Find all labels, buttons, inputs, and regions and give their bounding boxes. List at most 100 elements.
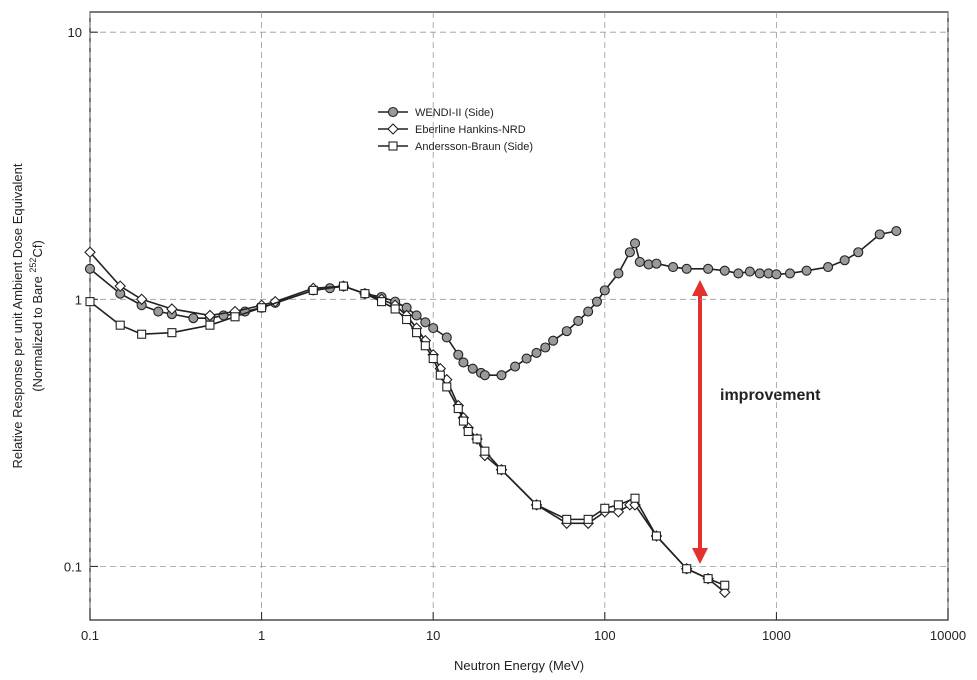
improvement-arrow: [692, 280, 708, 564]
marker: [591, 296, 602, 307]
y-tick-label: 1: [75, 292, 82, 307]
marker: [668, 262, 679, 273]
series: [84, 226, 902, 381]
marker: [376, 297, 387, 307]
series: [85, 281, 730, 590]
marker: [204, 309, 216, 322]
marker: [428, 323, 439, 334]
marker: [754, 268, 765, 279]
marker: [823, 262, 834, 273]
marker: [573, 315, 584, 326]
marker: [613, 268, 624, 279]
marker: [801, 265, 812, 276]
y-axis-label-2: (Normalized to Bare 252Cf): [28, 240, 45, 392]
marker: [624, 247, 635, 258]
marker: [480, 446, 490, 456]
marker: [428, 353, 438, 364]
marker: [703, 263, 714, 274]
marker: [496, 465, 507, 475]
marker: [744, 266, 755, 277]
marker: [651, 258, 662, 269]
marker: [496, 370, 507, 381]
series: [84, 246, 731, 599]
series-line: [89, 230, 897, 376]
marker: [387, 106, 399, 118]
marker: [771, 269, 782, 280]
marker: [600, 503, 610, 513]
marker: [114, 280, 126, 292]
x-tick-label: 0.1: [81, 628, 99, 643]
x-tick-label: 100: [594, 628, 616, 643]
marker: [167, 328, 177, 338]
marker: [390, 304, 400, 314]
y-label-sup: 252: [28, 258, 38, 273]
marker: [548, 335, 559, 346]
marker: [85, 297, 95, 307]
marker: [561, 326, 572, 337]
marker: [891, 226, 902, 237]
marker: [583, 514, 593, 524]
marker: [387, 123, 399, 135]
x-tick-label: 10: [426, 628, 440, 643]
marker: [453, 403, 463, 414]
arrow-head: [692, 280, 708, 296]
marker: [719, 265, 730, 276]
x-tick-label: 1000: [762, 628, 791, 643]
marker: [531, 500, 542, 510]
legend-label: Andersson-Braun (Side): [415, 141, 533, 153]
marker: [402, 314, 412, 325]
marker: [634, 256, 645, 267]
marker: [599, 285, 610, 296]
legend-label: Eberline Hankins-NRD: [415, 124, 526, 136]
marker: [839, 255, 850, 266]
series-line: [89, 285, 726, 586]
marker: [360, 289, 370, 299]
marker: [853, 247, 864, 258]
marker: [153, 306, 164, 317]
arrow-head: [692, 548, 708, 564]
marker: [531, 347, 542, 358]
marker: [682, 564, 692, 574]
marker: [784, 268, 796, 279]
marker: [137, 329, 147, 339]
marker: [510, 361, 521, 372]
marker: [166, 303, 178, 315]
marker: [583, 306, 594, 317]
marker: [441, 332, 452, 343]
marker: [681, 263, 692, 274]
marker: [651, 531, 662, 541]
marker: [308, 285, 318, 295]
marker: [338, 281, 349, 291]
y-label-suffix: Cf): [30, 240, 45, 257]
marker: [420, 341, 430, 351]
marker: [420, 317, 431, 328]
annotation: improvement: [720, 387, 821, 404]
marker: [733, 268, 744, 279]
marker: [412, 328, 422, 338]
marker: [463, 426, 473, 437]
marker: [720, 580, 730, 590]
y-tick-label: 0.1: [64, 559, 82, 574]
marker: [458, 357, 469, 368]
x-tick-label: 1: [258, 628, 265, 643]
y-tick-label: 10: [68, 25, 82, 40]
marker: [135, 293, 148, 306]
marker: [388, 141, 398, 151]
marker: [629, 238, 641, 249]
marker: [613, 500, 623, 510]
marker: [630, 493, 640, 503]
marker: [453, 349, 464, 360]
marker: [257, 303, 267, 313]
marker: [472, 434, 482, 444]
marker: [188, 313, 199, 324]
marker: [435, 370, 445, 380]
marker: [115, 320, 125, 330]
marker: [562, 514, 572, 524]
marker: [703, 574, 713, 584]
marker: [205, 320, 215, 330]
x-axis-label: Neutron Energy (MeV): [454, 658, 584, 673]
marker: [874, 229, 885, 240]
x-tick-label: 10000: [930, 628, 966, 643]
marker: [442, 382, 452, 392]
